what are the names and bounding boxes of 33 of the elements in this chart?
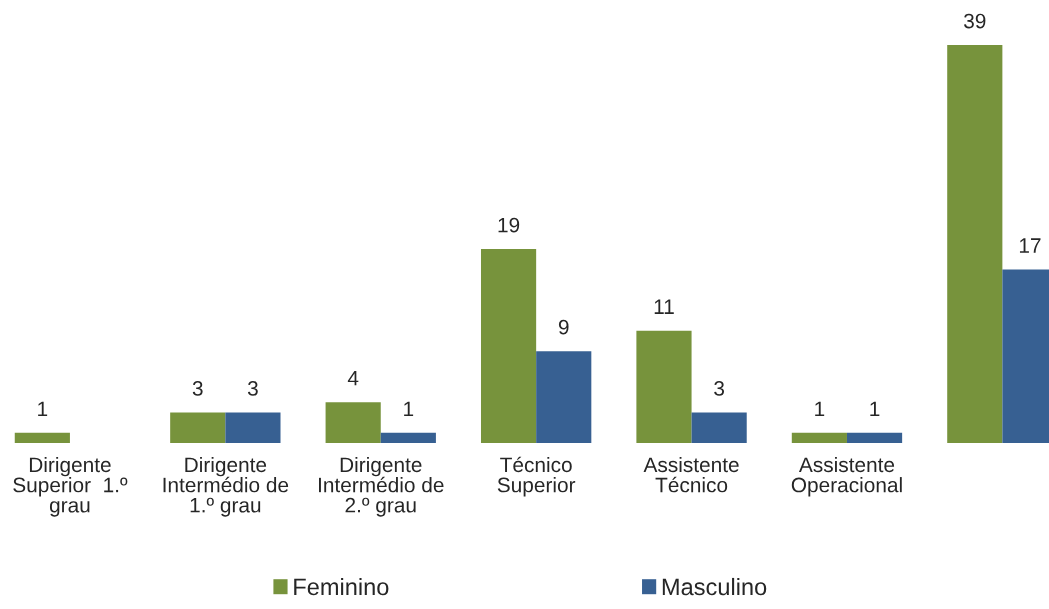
- bar: [480, 249, 537, 443]
- bar: [14, 432, 70, 443]
- data-label: 3: [247, 381, 258, 396]
- legend-label: Feminino: [294, 577, 389, 596]
- bar: [636, 330, 692, 443]
- bar: [170, 412, 226, 443]
- x-tick-label: Assistente Operacional: [791, 456, 902, 497]
- data-label: 19: [498, 217, 520, 233]
- data-label: 1: [404, 401, 414, 416]
- x-tick-label: Dirigente Intermédio de 1.º grau: [163, 456, 289, 517]
- data-label: 3: [714, 381, 725, 396]
- x-tick-label: Técnico Superior: [497, 456, 576, 497]
- x-tick-label: Dirigente Superior 1.º grau: [13, 456, 128, 517]
- bar: [536, 351, 592, 443]
- bar: [380, 432, 436, 443]
- data-label: 4: [347, 371, 359, 386]
- data-label: 9: [558, 319, 569, 335]
- data-label: 11: [654, 299, 674, 314]
- legend-label: Masculino: [662, 577, 767, 596]
- bar: [791, 432, 847, 443]
- data-label: 3: [192, 381, 203, 396]
- data-label: 39: [964, 13, 986, 29]
- bar: [225, 412, 281, 443]
- data-label: 1: [38, 401, 48, 416]
- data-label: 1: [815, 401, 825, 416]
- bar: [846, 432, 903, 443]
- x-tick-label: Dirigente Intermédio de 2.º grau: [318, 456, 444, 517]
- x-tick-label: Assistente Técnico: [643, 456, 739, 493]
- bar: [691, 412, 747, 443]
- bar: [325, 402, 381, 443]
- data-label: 17: [1019, 238, 1041, 253]
- data-label: 1: [870, 401, 880, 416]
- bar: [947, 45, 1003, 443]
